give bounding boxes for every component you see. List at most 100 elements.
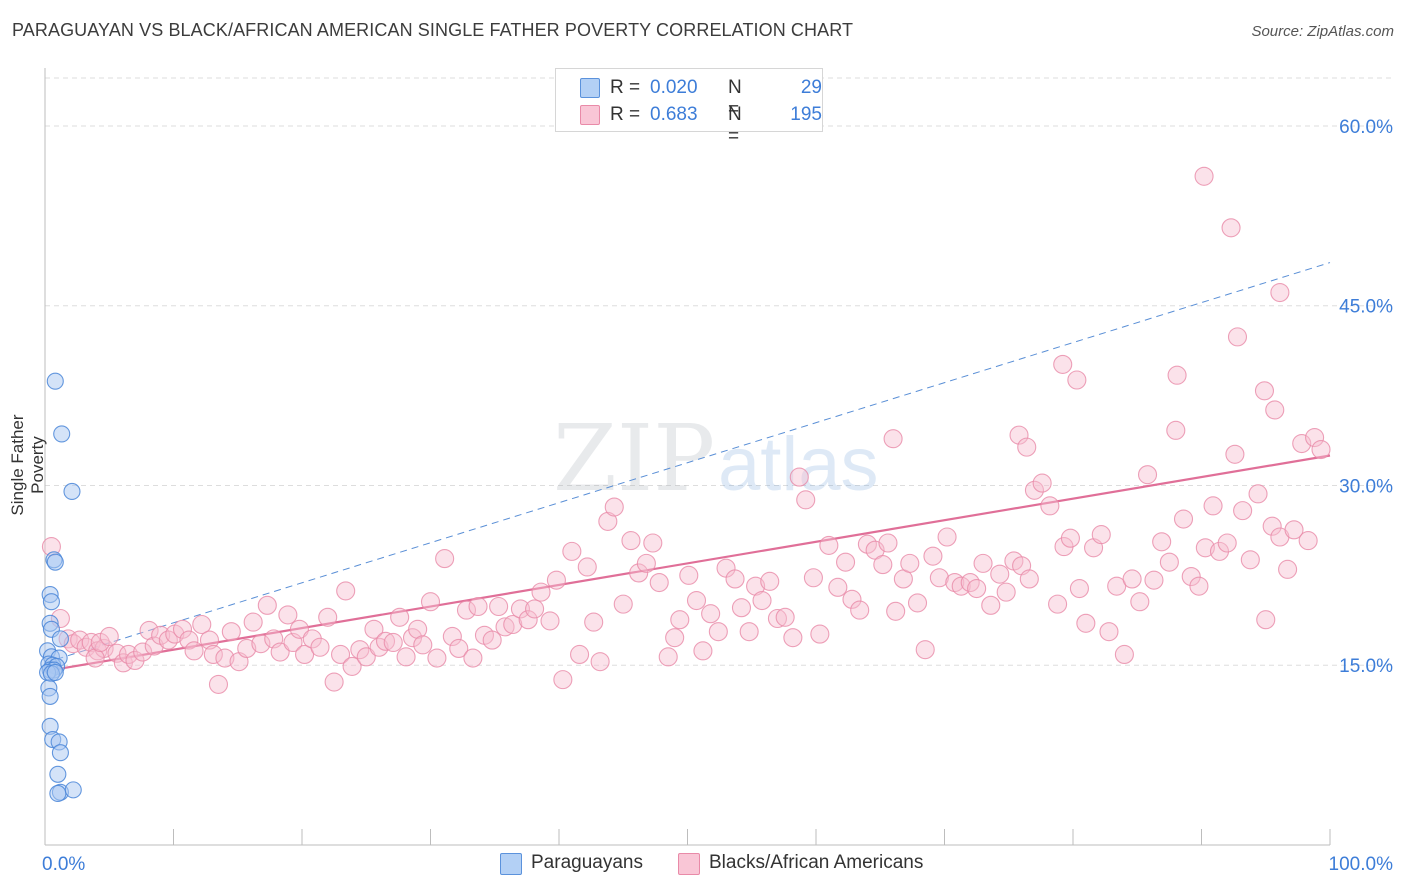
- point-blacks: [1240, 550, 1260, 570]
- point-blacks: [836, 552, 856, 572]
- point-blacks: [1159, 552, 1179, 572]
- point-blacks: [310, 637, 330, 657]
- point-blacks: [99, 626, 119, 647]
- point-blacks: [907, 593, 928, 613]
- point-blacks: [408, 619, 428, 639]
- point-blacks: [1284, 520, 1304, 540]
- point-blacks: [613, 594, 633, 614]
- point-blacks: [1311, 439, 1331, 460]
- point-blacks: [937, 527, 957, 547]
- legend-r-label: R =: [610, 104, 641, 125]
- point-blacks: [731, 598, 752, 618]
- point-blacks: [604, 497, 624, 517]
- point-paraguayans: [53, 425, 71, 443]
- point-blacks: [356, 647, 376, 667]
- point-blacks: [649, 572, 669, 593]
- watermark-atlas: atlas: [718, 422, 879, 507]
- point-blacks: [665, 628, 685, 648]
- point-blacks: [184, 641, 204, 661]
- legend-n-value: 29: [800, 77, 822, 98]
- point-blacks: [886, 601, 906, 621]
- point-blacks: [981, 595, 1001, 615]
- point-paraguayans: [41, 687, 59, 705]
- point-blacks: [1137, 465, 1158, 485]
- point-blacks: [1048, 594, 1068, 614]
- point-blacks: [562, 541, 582, 561]
- point-blacks: [929, 568, 949, 588]
- point-blacks: [468, 596, 488, 617]
- point-blacks: [658, 647, 678, 667]
- point-blacks: [1107, 576, 1127, 596]
- point-blacks: [990, 564, 1010, 584]
- point-blacks: [598, 511, 618, 531]
- point-blacks: [350, 640, 370, 660]
- point-blacks: [172, 619, 193, 639]
- axes: [44, 68, 1331, 846]
- point-blacks: [739, 622, 759, 642]
- point-blacks: [629, 563, 649, 583]
- source-label: Source: ZipAtlas.com: [1251, 23, 1394, 40]
- point-blacks: [179, 630, 199, 650]
- legend-n-value: 195: [790, 104, 822, 125]
- point-paraguayans: [63, 482, 81, 501]
- point-blacks: [1298, 531, 1318, 551]
- point-blacks: [767, 608, 788, 629]
- point-blacks: [1017, 437, 1037, 457]
- point-blacks: [1040, 496, 1060, 516]
- stats-legend: R = 0.020 N = 29 R = 0.683 N = 195: [555, 68, 823, 147]
- point-blacks: [900, 553, 920, 573]
- point-blacks: [693, 641, 713, 661]
- point-blacks: [590, 652, 610, 672]
- point-blacks: [463, 648, 483, 668]
- point-blacks: [413, 635, 433, 655]
- point-paraguayans: [64, 781, 82, 799]
- point-blacks: [708, 622, 728, 642]
- point-blacks: [883, 429, 903, 449]
- point-blacks: [775, 607, 795, 627]
- point-paraguayans: [51, 630, 69, 648]
- point-blacks: [1265, 400, 1285, 420]
- point-blacks: [482, 630, 502, 650]
- point-blacks: [783, 628, 803, 648]
- point-blacks: [435, 549, 455, 569]
- bottom-legend-swatch-blue: [500, 853, 522, 875]
- y-tick-label: 45.0%: [1339, 297, 1393, 318]
- point-blacks: [670, 610, 690, 630]
- point-blacks: [495, 617, 515, 637]
- point-blacks: [873, 555, 893, 575]
- y-tick-label: 30.0%: [1339, 476, 1393, 497]
- point-blacks: [324, 672, 344, 692]
- point-blacks: [525, 599, 545, 619]
- point-blacks: [449, 638, 469, 659]
- point-blacks: [760, 571, 780, 591]
- point-blacks: [420, 592, 441, 612]
- point-blacks: [1270, 282, 1290, 303]
- point-blacks: [857, 534, 877, 554]
- point-blacks: [1167, 365, 1187, 385]
- point-blacks: [364, 619, 384, 639]
- point-blacks: [725, 569, 745, 589]
- point-blacks: [1227, 327, 1248, 347]
- point-blacks: [945, 572, 965, 593]
- point-blacks: [456, 600, 477, 620]
- point-blacks: [621, 531, 641, 551]
- point-blacks: [1122, 569, 1142, 589]
- point-blacks: [1254, 381, 1275, 401]
- point-blacks: [1181, 566, 1201, 587]
- point-blacks: [1221, 218, 1241, 238]
- y-tick-label: 15.0%: [1339, 656, 1393, 677]
- point-blacks: [295, 644, 315, 664]
- watermark-zip: ZIP: [553, 405, 715, 512]
- bottom-legend-swatch-pink: [678, 853, 700, 875]
- y-axis-label: Single Father Poverty: [8, 414, 47, 516]
- point-blacks: [342, 656, 362, 676]
- point-blacks: [540, 611, 560, 631]
- point-blacks: [1067, 370, 1087, 390]
- legend-r-value: 0.683: [650, 104, 698, 125]
- point-blacks: [1152, 532, 1172, 552]
- point-blacks: [1130, 592, 1150, 612]
- point-blacks: [789, 467, 809, 487]
- point-blacks: [1203, 496, 1223, 516]
- point-blacks: [85, 648, 105, 668]
- point-blacks: [803, 568, 823, 588]
